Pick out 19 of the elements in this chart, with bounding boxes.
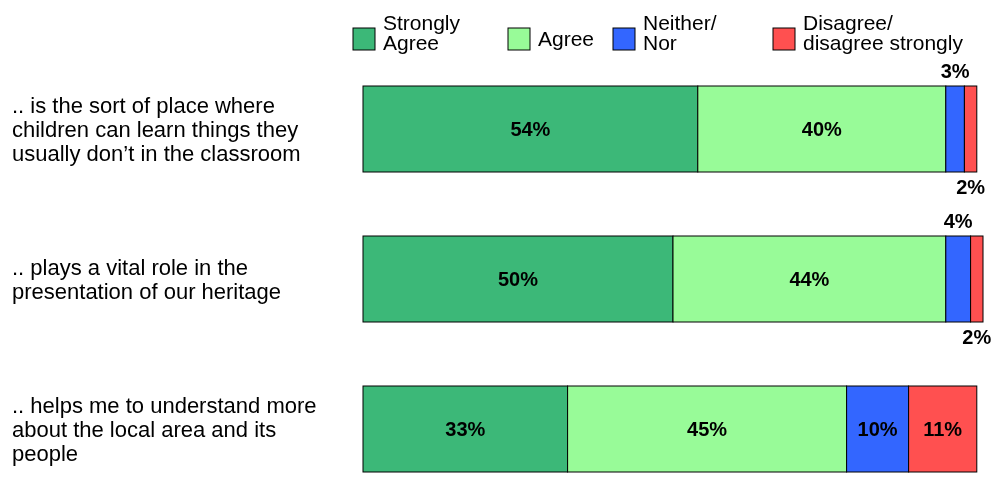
y-tick-label: .. is the sort of place where children can learn things they usually don’t in the classroom — [12, 93, 301, 166]
data-label: 40% — [801, 118, 843, 140]
legend-label: Strongly Agree — [383, 11, 461, 54]
data-label: 2% — [962, 326, 992, 348]
data-label: 50% — [497, 268, 539, 290]
data-label: 11% — [923, 418, 963, 440]
legend-label: Agree — [538, 27, 595, 50]
data-label: 3% — [940, 60, 970, 82]
legend-label: Neither/ Nor — [643, 11, 717, 54]
data-label: 54% — [510, 118, 551, 140]
legend-label: Disagree/ disagree strongly — [803, 11, 964, 54]
data-label: 10% — [857, 418, 898, 440]
y-tick-label: .. helps me to understand more about the local area and its people — [12, 393, 317, 466]
data-label: 2% — [956, 176, 986, 198]
data-label: 45% — [687, 418, 728, 440]
data-label: 4% — [943, 210, 973, 232]
y-tick-label: .. plays a vital role in the presentation of our heritage — [12, 255, 282, 304]
data-label: 44% — [789, 268, 830, 290]
data-label: 33% — [445, 418, 486, 440]
